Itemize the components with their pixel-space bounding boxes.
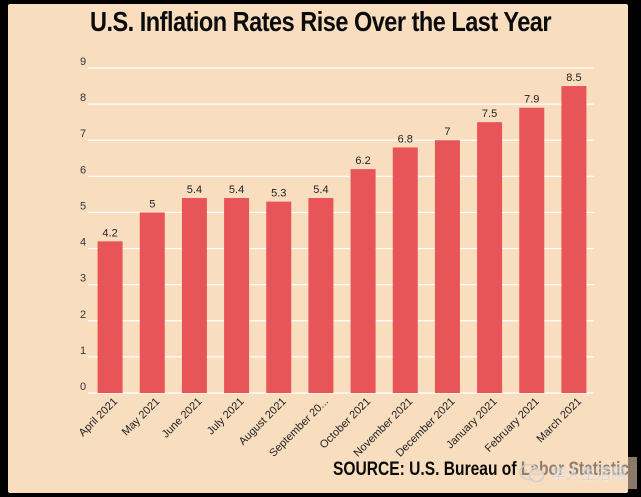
watermark-text: 华人生活网 bbox=[551, 464, 627, 483]
y-tick-label: 9 bbox=[80, 56, 86, 68]
data-label: 6.8 bbox=[398, 133, 413, 145]
bar bbox=[224, 198, 250, 393]
data-labels: 4.2 5 5.4 5.4 5.3 5.4 6.2 6.8 7 7.5 7.9 8.5 bbox=[102, 72, 581, 239]
bar bbox=[139, 212, 165, 393]
bar bbox=[308, 198, 334, 393]
data-label: 5.3 bbox=[271, 188, 286, 200]
data-label: 5.4 bbox=[187, 184, 202, 196]
y-tick-label: 2 bbox=[80, 309, 86, 321]
x-tick-label: July 2021 bbox=[205, 396, 247, 438]
data-label: 4.2 bbox=[102, 227, 117, 239]
bar bbox=[519, 107, 545, 393]
chart-title: U.S. Inflation Rates Rise Over the Last … bbox=[89, 6, 552, 37]
bar bbox=[477, 122, 503, 394]
data-label: 5.4 bbox=[313, 184, 328, 196]
bar bbox=[561, 86, 587, 394]
data-label: 7.5 bbox=[482, 108, 497, 120]
data-label: 7.9 bbox=[524, 94, 539, 106]
y-tick-label: 1 bbox=[80, 345, 86, 357]
bar bbox=[266, 201, 292, 393]
y-tick-label: 3 bbox=[80, 273, 86, 285]
bar bbox=[392, 147, 418, 393]
bar bbox=[97, 241, 123, 393]
wechat-logo-icon bbox=[519, 463, 545, 483]
data-label: 6.2 bbox=[355, 155, 370, 167]
bars bbox=[97, 86, 587, 394]
y-tick-label: 4 bbox=[80, 237, 86, 249]
y-tick-label: 0 bbox=[80, 381, 86, 393]
bar bbox=[350, 169, 376, 393]
x-tick-label: May 2021 bbox=[120, 396, 163, 439]
y-tick-label: 7 bbox=[80, 128, 86, 140]
data-label: 8.5 bbox=[566, 72, 581, 84]
y-axis-ticks: 0 1 2 3 4 5 6 7 8 9 bbox=[80, 56, 86, 393]
watermark: 华人生活网 bbox=[519, 457, 637, 489]
data-label: 5.4 bbox=[229, 184, 244, 196]
x-tick-label: June 2021 bbox=[160, 396, 205, 441]
x-tick-label: March 2021 bbox=[534, 396, 584, 446]
data-label: 7 bbox=[444, 126, 450, 138]
grid-lines bbox=[88, 67, 594, 394]
data-label: 5 bbox=[149, 198, 155, 210]
y-tick-label: 5 bbox=[80, 200, 86, 212]
y-tick-label: 8 bbox=[80, 92, 86, 104]
y-tick-label: 6 bbox=[80, 164, 86, 176]
x-tick-label: April 2021 bbox=[77, 396, 121, 440]
bar bbox=[181, 198, 207, 393]
bar bbox=[434, 140, 460, 393]
